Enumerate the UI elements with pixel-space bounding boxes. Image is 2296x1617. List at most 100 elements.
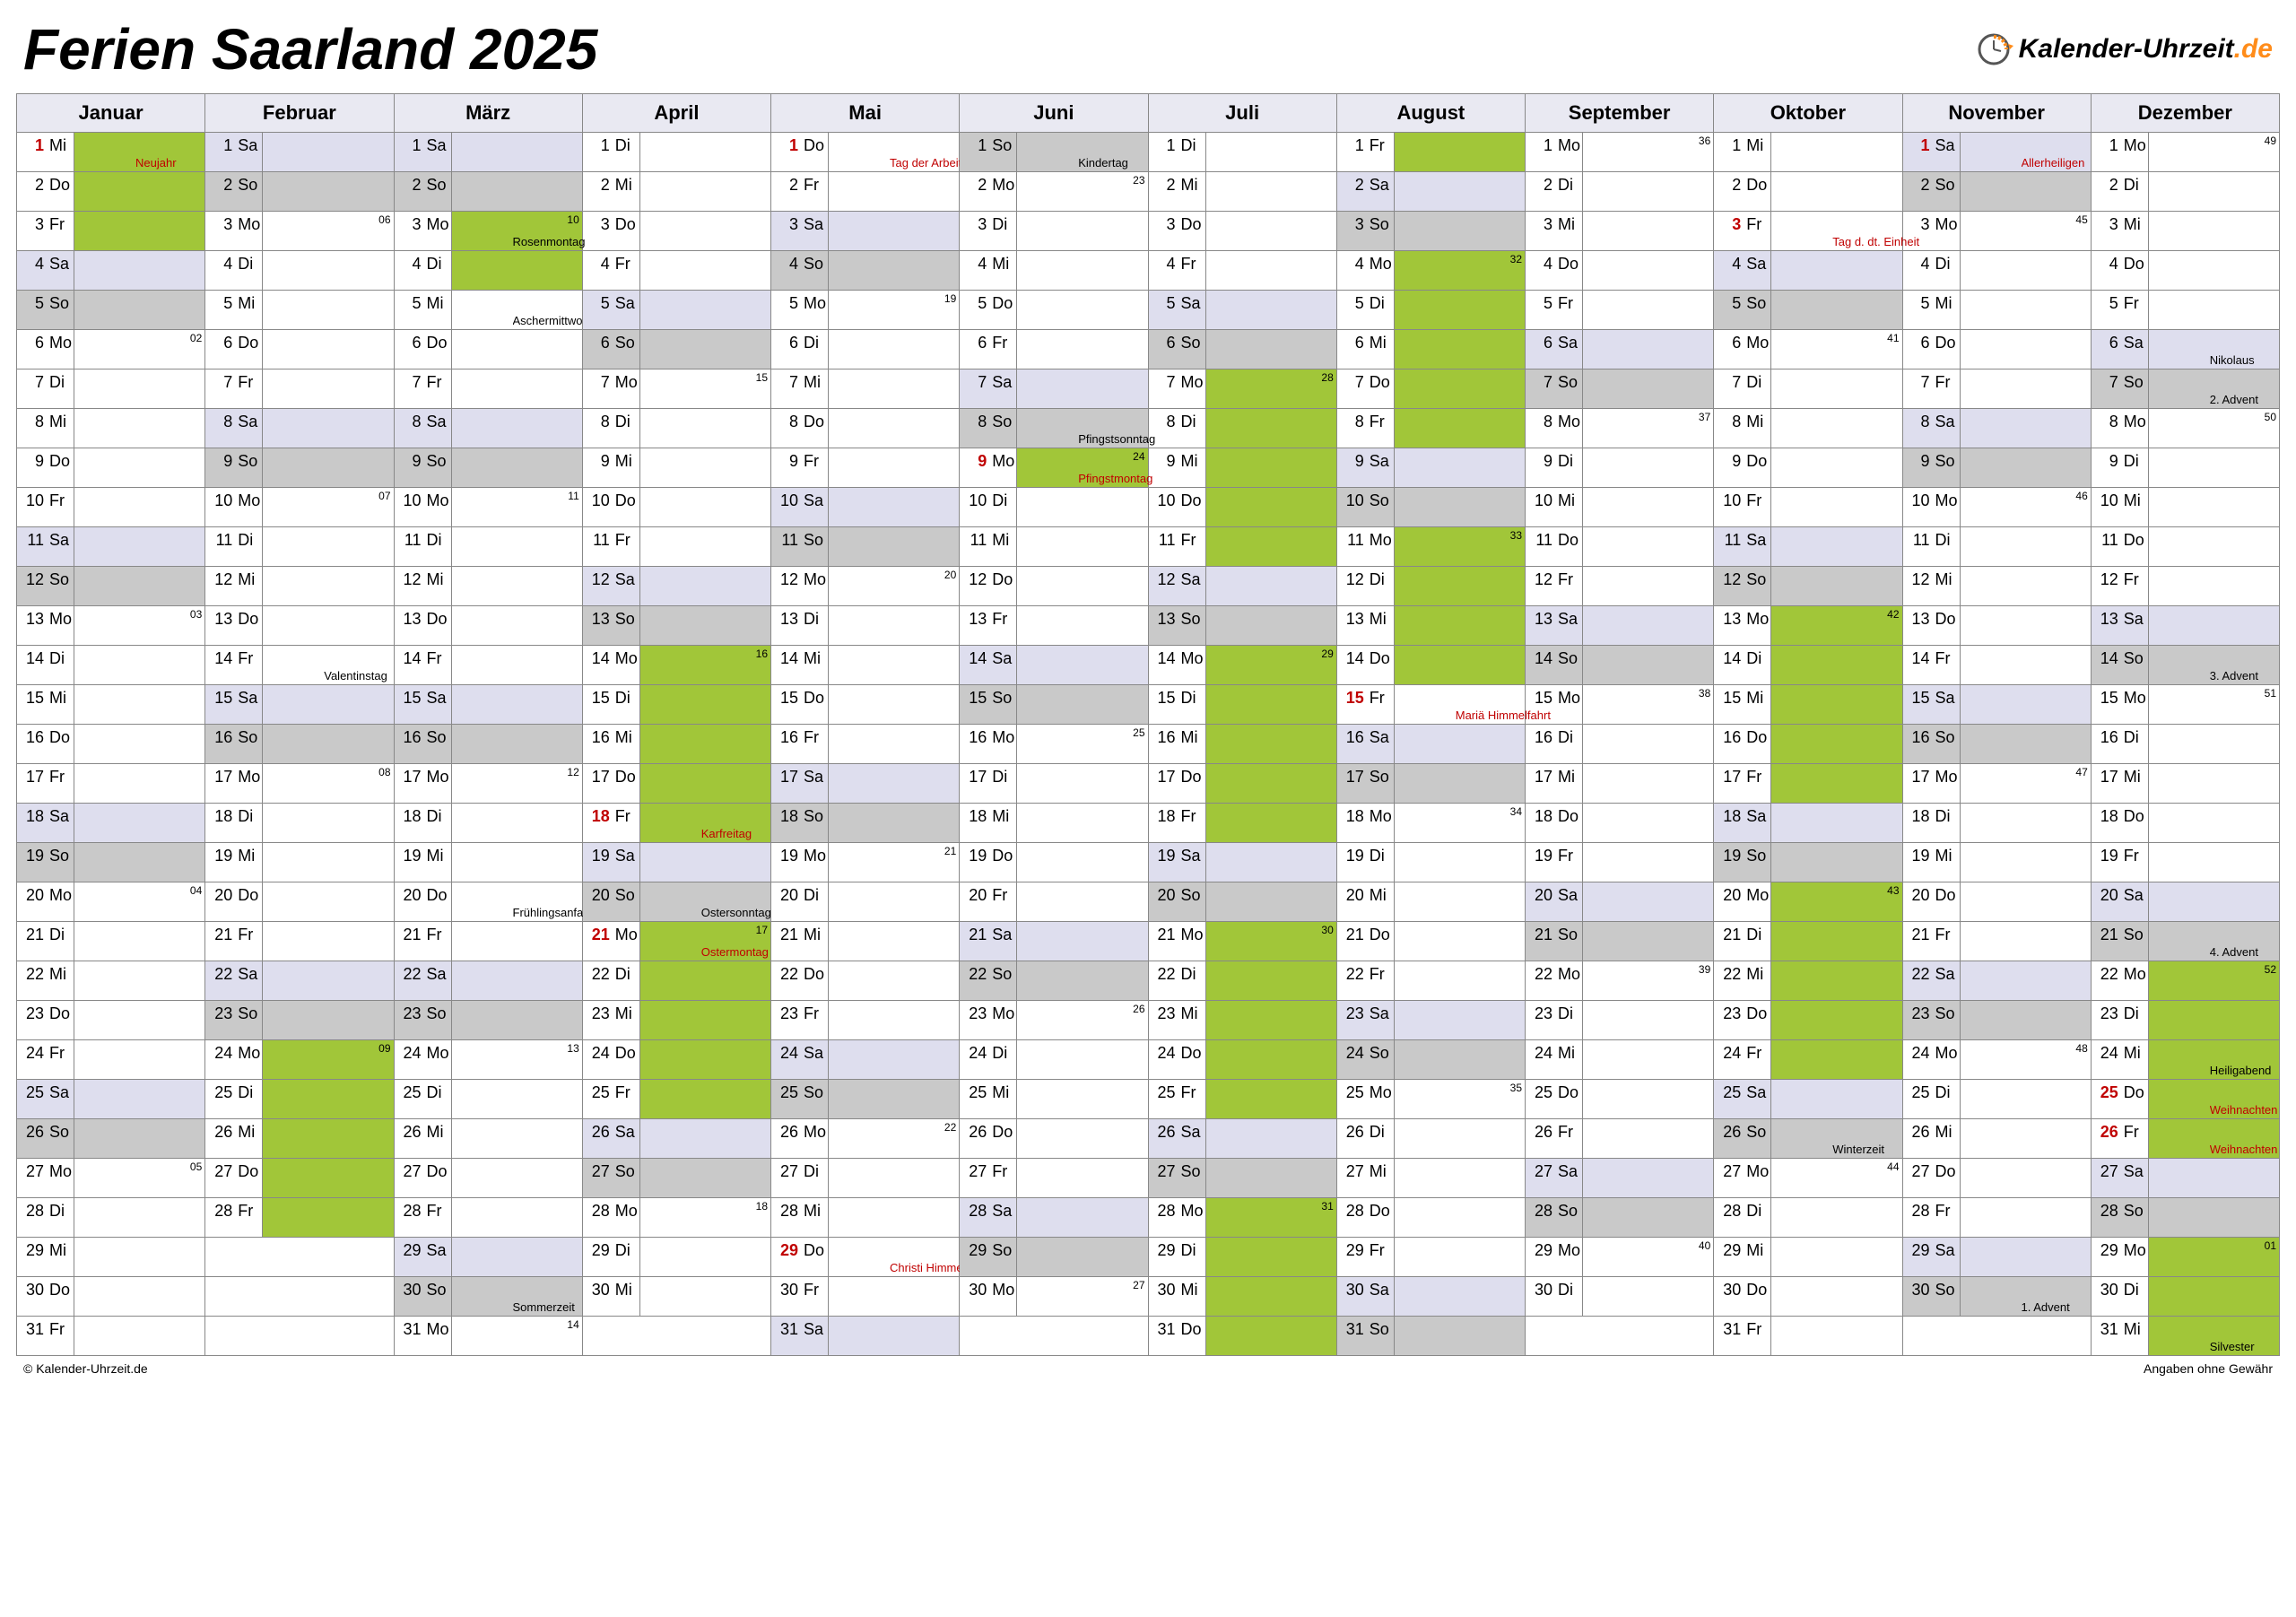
day-of-week: Sa <box>1935 1241 1955 1260</box>
day-of-week: Mo <box>804 847 826 865</box>
day-cell: 13Do <box>205 606 394 646</box>
day-number: 12 <box>1529 570 1552 589</box>
day-number: 21 <box>398 926 422 944</box>
day-number: 26 <box>1341 1123 1364 1142</box>
day-number: 4 <box>209 255 232 274</box>
day-cell: 3Fr <box>17 212 205 251</box>
day-of-week: So <box>804 1083 823 1102</box>
day-of-week: Di <box>238 255 253 274</box>
day-row: 13Mo0313Do13Do13So13Di13Fr13So13Mi13Sa13… <box>17 606 2280 646</box>
day-number: 20 <box>775 886 798 905</box>
day-number: 14 <box>1907 649 1930 668</box>
day-cell: 9So <box>205 448 394 488</box>
day-row: 24Fr24Mo0924Mo1324Do24Sa24Di24Do24So24Mi… <box>17 1040 2280 1080</box>
month-header: Mai <box>771 94 960 133</box>
day-row: 7Di7Fr7Fr7Mo157Mi7Sa7Mo287Do7So7Di7Fr7So… <box>17 369 2280 409</box>
month-header: September <box>1526 94 1714 133</box>
day-cell: 16Di <box>1526 725 1714 764</box>
day-number: 16 <box>775 728 798 747</box>
day-number: 31 <box>21 1320 44 1339</box>
day-number: 28 <box>398 1202 422 1221</box>
day-number: 2 <box>1152 176 1176 195</box>
day-of-week: Sa <box>238 413 257 431</box>
day-number: 26 <box>21 1123 44 1142</box>
day-of-week: So <box>1558 649 1578 668</box>
day-of-week: Do <box>1181 491 1202 510</box>
day-cell: 8Mi <box>1714 409 1902 448</box>
day-number: 1 <box>2095 136 2118 155</box>
day-number: 5 <box>1341 294 1364 313</box>
day-cell: 8SoPfingstsonntag <box>960 409 1148 448</box>
day-number: 13 <box>1718 610 1741 629</box>
day-of-week: Mo <box>427 768 449 787</box>
day-cell: 19So <box>17 843 205 882</box>
day-of-week: Mi <box>2124 768 2141 787</box>
day-cell: 24Sa <box>771 1040 960 1080</box>
day-cell: 29Di <box>582 1238 770 1277</box>
day-cell: 7Do <box>1336 369 1525 409</box>
day-number: 4 <box>1341 255 1364 274</box>
day-cell: 23So <box>1902 1001 2091 1040</box>
day-of-week: So <box>1935 728 1955 747</box>
week-number: 27 <box>1133 1279 1144 1291</box>
day-number: 28 <box>2095 1202 2118 1221</box>
day-row: 31Fr31Mo1431Sa31Do31So31Fr31MiSilvester <box>17 1317 2280 1356</box>
day-number: 29 <box>1341 1241 1364 1260</box>
day-number: 14 <box>1152 649 1176 668</box>
day-cell: 29Mo40 <box>1526 1238 1714 1277</box>
day-row: 5So5Mi5MiAschermittwoch5Sa5Mo195Do5Sa5Di… <box>17 291 2280 330</box>
day-cell: 20Mi <box>1336 882 1525 922</box>
day-cell: 6Fr <box>960 330 1148 369</box>
day-of-week: Sa <box>1558 334 1578 352</box>
day-number: 9 <box>1152 452 1176 471</box>
day-number: 20 <box>1152 886 1176 905</box>
day-cell: 1Di <box>582 133 770 172</box>
day-of-week: Do <box>238 610 258 629</box>
day-of-week: Mi <box>1181 176 1198 195</box>
day-cell: 1Fr <box>1336 133 1525 172</box>
day-cell: 27Do <box>1902 1159 2091 1198</box>
day-of-week: Do <box>1558 255 1578 274</box>
day-cell: 29Sa <box>394 1238 582 1277</box>
day-of-week: Fr <box>427 649 442 668</box>
day-number: 11 <box>209 531 232 550</box>
day-cell: 15Di <box>1148 685 1336 725</box>
day-of-week: Mo <box>49 334 72 352</box>
week-number: 24 <box>1133 450 1144 463</box>
week-number: 50 <box>2265 411 2276 423</box>
day-number: 21 <box>1341 926 1364 944</box>
day-number: 31 <box>1152 1320 1176 1339</box>
day-of-week: Mo <box>2124 413 2146 431</box>
day-of-week: Mo <box>615 926 638 944</box>
day-of-week: So <box>992 689 1012 708</box>
day-cell: 21So <box>1526 922 1714 961</box>
day-cell: 29Fr <box>1336 1238 1525 1277</box>
day-of-week: Di <box>2124 176 2139 195</box>
day-number: 1 <box>398 136 422 155</box>
day-number: 6 <box>398 334 422 352</box>
day-cell: 3Mi <box>2091 212 2279 251</box>
day-number: 23 <box>21 1004 44 1023</box>
week-number: 23 <box>1133 174 1144 187</box>
day-cell: 22Mi <box>1714 961 1902 1001</box>
day-cell: 4 Di <box>205 251 394 291</box>
day-of-week: Fr <box>1370 965 1385 984</box>
day-of-week: So <box>238 452 257 471</box>
day-number: 26 <box>1718 1123 1741 1142</box>
day-number: 18 <box>209 807 232 826</box>
day-number: 13 <box>1907 610 1930 629</box>
day-number: 25 <box>775 1083 798 1102</box>
day-number: 5 <box>1152 294 1176 313</box>
day-cell: 24Fr <box>17 1040 205 1080</box>
day-number: 28 <box>1152 1202 1176 1221</box>
day-cell: 8Sa <box>1902 409 2091 448</box>
day-of-week: So <box>615 610 635 629</box>
day-cell: 4Di <box>1902 251 2091 291</box>
week-number: 29 <box>1321 648 1333 660</box>
day-number: 3 <box>21 215 44 234</box>
day-cell: 9So <box>394 448 582 488</box>
day-of-week: Di <box>1935 807 1951 826</box>
day-cell <box>205 1238 394 1277</box>
footer: © Kalender-Uhrzeit.de Angaben ohne Gewäh… <box>16 1356 2280 1376</box>
day-of-week: Mo <box>992 176 1014 195</box>
